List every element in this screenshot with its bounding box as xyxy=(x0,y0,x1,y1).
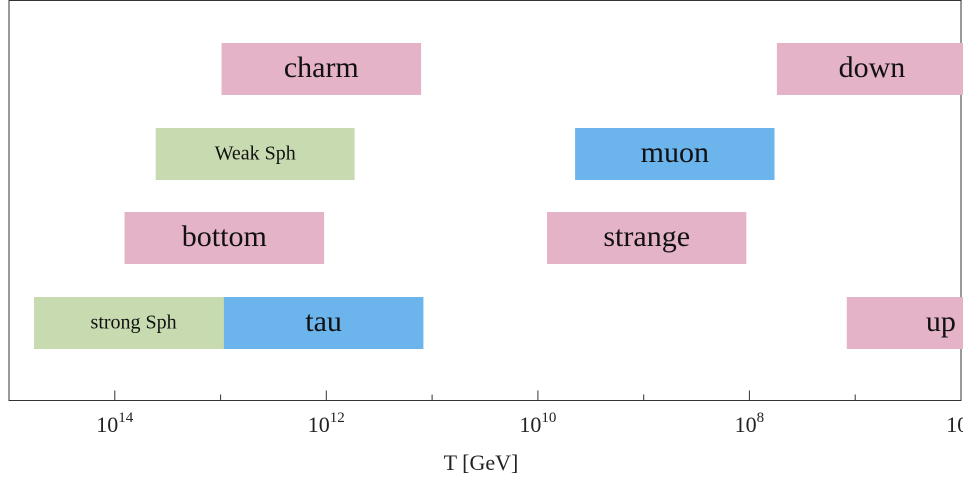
interval-box xyxy=(846,297,963,349)
interval-charm: charm xyxy=(221,43,422,95)
tick-base: 10 xyxy=(946,412,963,437)
tick-exponent: 8 xyxy=(757,410,765,426)
interval-box xyxy=(575,128,775,180)
tick-label: 1012 xyxy=(308,410,345,437)
tick-label: 1010 xyxy=(519,410,556,437)
tick-label: 108 xyxy=(735,410,765,437)
interval-label: muon xyxy=(641,136,709,169)
interval-up: up xyxy=(846,297,963,349)
interval-box xyxy=(776,43,963,95)
interval-label: bottom xyxy=(182,220,267,253)
tick-exponent: 10 xyxy=(541,410,556,426)
interval-label: down xyxy=(839,51,906,84)
interval-label: charm xyxy=(284,51,359,84)
interval-label: up xyxy=(926,305,956,338)
interval-strong-sph: strong Sph xyxy=(34,297,234,349)
interval-strange: strange xyxy=(547,212,747,264)
x-axis-ticks xyxy=(114,390,962,401)
interval-box xyxy=(155,128,355,180)
interval-label: strong Sph xyxy=(91,312,177,334)
interval-box xyxy=(223,297,424,349)
plot-frame xyxy=(8,0,962,401)
interval-muon: muon xyxy=(575,128,775,180)
tick-base: 10 xyxy=(735,412,757,437)
interval-down: down xyxy=(776,43,963,95)
interval-weak-sph: Weak Sph xyxy=(155,128,355,180)
interval-box xyxy=(124,212,325,264)
interval-box xyxy=(221,43,422,95)
tick-base: 10 xyxy=(519,412,541,437)
interval-label: tau xyxy=(305,305,342,338)
interval-label: Weak Sph xyxy=(215,143,296,165)
interval-boxes: charm down Weak Sph muon bottom strange strong… xyxy=(34,43,963,349)
tick-base: 10 xyxy=(308,412,330,437)
interval-tau: tau xyxy=(223,297,424,349)
interval-bottom: bottom xyxy=(124,212,325,264)
tick-base: 10 xyxy=(96,412,118,437)
tick-exponent: 12 xyxy=(330,410,345,426)
tick-label: 1014 xyxy=(96,410,134,437)
x-axis-label: T [GeV] xyxy=(444,450,519,475)
interval-box xyxy=(547,212,747,264)
interval-box xyxy=(34,297,234,349)
x-axis-tick-labels: 101410121010108106 xyxy=(96,410,963,437)
tick-exponent: 14 xyxy=(118,410,134,426)
tick-label: 106 xyxy=(946,410,963,437)
interval-label: strange xyxy=(603,220,690,253)
